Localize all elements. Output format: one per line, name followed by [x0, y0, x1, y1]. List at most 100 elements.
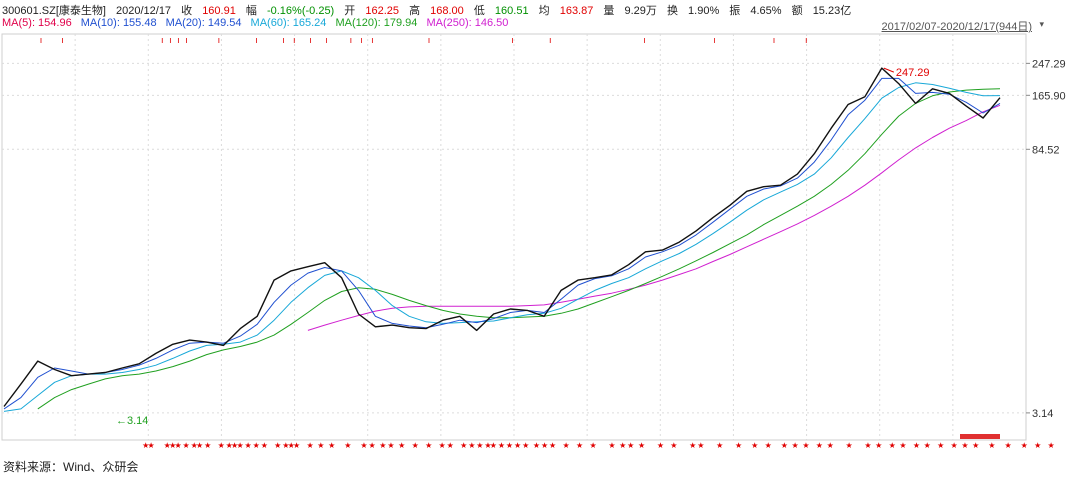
event-marker-bottom: ★	[899, 441, 906, 450]
event-marker-bottom: ★	[328, 441, 335, 450]
event-marker-top: ı	[255, 35, 258, 45]
event-marker-bottom: ★	[864, 441, 871, 450]
y-tick-label: 165.90	[1032, 90, 1066, 102]
event-marker-bottom: ★	[148, 441, 155, 450]
event-marker-bottom: ★	[142, 441, 149, 450]
open-field: 开 162.25	[344, 5, 400, 17]
date-range-selector[interactable]: 2017/02/07-2020/12/17(944日)	[881, 21, 1032, 33]
event-marker-bottom: ★	[627, 441, 634, 450]
y-tick-label: 3.14	[1032, 408, 1053, 420]
event-marker-bottom: ★	[781, 441, 788, 450]
amplitude-field: 振 4.65%	[729, 5, 782, 17]
event-marker-bottom: ★	[619, 441, 626, 450]
event-marker-bottom: ★	[344, 441, 351, 450]
event-marker-top: ı	[713, 35, 716, 45]
source-note: 资料来源：Wind、众研会	[3, 460, 139, 474]
event-marker-top: ı	[360, 35, 363, 45]
event-marker-bottom: ★	[1004, 441, 1011, 450]
event-marker-bottom: ★	[889, 441, 896, 450]
event-marker-bottom: ★	[792, 441, 799, 450]
event-marker-bottom: ★	[169, 441, 176, 450]
ma-legend: MA(5): 154.96 MA(10): 155.48 MA(20): 149…	[2, 17, 514, 33]
event-marker-bottom: ★	[360, 441, 367, 450]
event-marker-bottom: ★	[439, 441, 446, 450]
event-marker-bottom: ★	[765, 441, 772, 450]
event-marker-bottom: ★	[183, 441, 190, 450]
event-marker-bottom: ★	[913, 441, 920, 450]
ma120-legend: MA(120): 179.94	[335, 17, 418, 29]
event-marker-bottom: ★	[204, 441, 211, 450]
event-marker-bottom: ★	[657, 441, 664, 450]
event-marker-top: ı	[643, 35, 646, 45]
event-marker-top: ı	[169, 35, 172, 45]
event-marker-bottom: ★	[689, 441, 696, 450]
ma250-legend: MA(250): 146.50	[426, 17, 509, 29]
event-marker-top: ı	[371, 35, 374, 45]
event-marker-top: ı	[40, 35, 43, 45]
ma20-legend: MA(20): 149.54	[165, 17, 242, 29]
event-marker-top: ı	[161, 35, 164, 45]
chart-grid	[1, 33, 1027, 441]
event-marker-bottom: ★	[498, 441, 505, 450]
event-marker-bottom: ★	[816, 441, 823, 450]
event-marker-bottom: ★	[447, 441, 454, 450]
event-marker-bottom: ★	[245, 441, 252, 450]
quote-bar: 300601.SZ[康泰生物] 2020/12/17 收 160.91 幅 -0…	[2, 2, 858, 18]
high-annotation-arrow	[883, 67, 895, 73]
event-marker-bottom: ★	[460, 441, 467, 450]
turnover-field: 换 1.90%	[666, 5, 720, 17]
chevron-down-icon[interactable]: ▾	[1039, 19, 1044, 29]
event-marker-bottom: ★	[468, 441, 475, 450]
quote-date: 2020/12/17	[116, 5, 172, 17]
event-marker-bottom: ★	[282, 441, 289, 450]
event-marker-bottom: ★	[1021, 441, 1028, 450]
chart-annotations: 247.29 ←3.14	[116, 67, 929, 427]
event-marker-bottom: ★	[412, 441, 419, 450]
event-marker-bottom: ★	[961, 441, 968, 450]
event-marker-top: ı	[185, 35, 188, 45]
event-marker-bottom: ★	[218, 441, 225, 450]
ma10-legend: MA(10): 155.48	[80, 17, 157, 29]
event-marker-top: ı	[293, 35, 296, 45]
change-field: 幅 -0.16%(-0.25)	[245, 5, 335, 17]
event-marker-top: ı	[61, 35, 64, 45]
event-marker-bottom: ★	[638, 441, 645, 450]
series-ma60	[3, 82, 1001, 412]
event-marker-bottom: ★	[988, 441, 995, 450]
event-marker-top: ı	[177, 35, 180, 45]
ma5-legend: MA(5): 154.96	[2, 17, 72, 29]
high-annotation-label: 247.29	[896, 67, 930, 79]
event-marker-bottom: ★	[231, 441, 238, 450]
event-marker-bottom: ★	[506, 441, 513, 450]
event-marker-bottom: ★	[191, 441, 198, 450]
event-marker-bottom: ★	[317, 441, 324, 450]
event-marker-bottom: ★	[398, 441, 405, 450]
event-marker-bottom: ★	[541, 441, 548, 450]
low-field: 低 160.51	[473, 5, 529, 17]
y-tick-label: 247.29	[1032, 58, 1066, 70]
event-marker-bottom: ★	[751, 441, 758, 450]
series-ma250	[307, 104, 1001, 331]
event-marker-bottom: ★	[827, 441, 834, 450]
close-field: 收 160.91	[181, 5, 236, 17]
event-marker-bottom: ★	[261, 441, 268, 450]
ma60-legend: MA(60): 165.24	[250, 17, 327, 29]
event-marker-bottom: ★	[293, 441, 300, 450]
event-marker-bottom: ★	[875, 441, 882, 450]
event-marker-bottom: ★	[514, 441, 521, 450]
avg-field: 均 163.87	[538, 5, 594, 17]
event-marker-bottom: ★	[476, 441, 483, 450]
event-markers-bottom: ★★ ★★★ ★ ★★ ★ ★ ★★★ ★ ★ ★ ★ ★★★ ★ ★ ★ ★ ★ ★ ★ ★ ★ ★ ★ ★ ★ ★ ★ ★ ★★ ★ ★…	[142, 434, 1055, 450]
event-marker-bottom: ★	[670, 441, 677, 450]
event-marker-top: ı	[309, 35, 312, 45]
event-marker-bottom: ★	[608, 441, 615, 450]
event-marker-bottom: ★	[236, 441, 243, 450]
event-marker-top: ı	[350, 35, 353, 45]
event-marker-top: ı	[549, 35, 552, 45]
event-marker-bottom: ★	[1048, 441, 1055, 450]
event-marker-bottom: ★	[563, 441, 570, 450]
event-marker-bottom: ★	[274, 441, 281, 450]
series-ma120	[37, 88, 1001, 410]
